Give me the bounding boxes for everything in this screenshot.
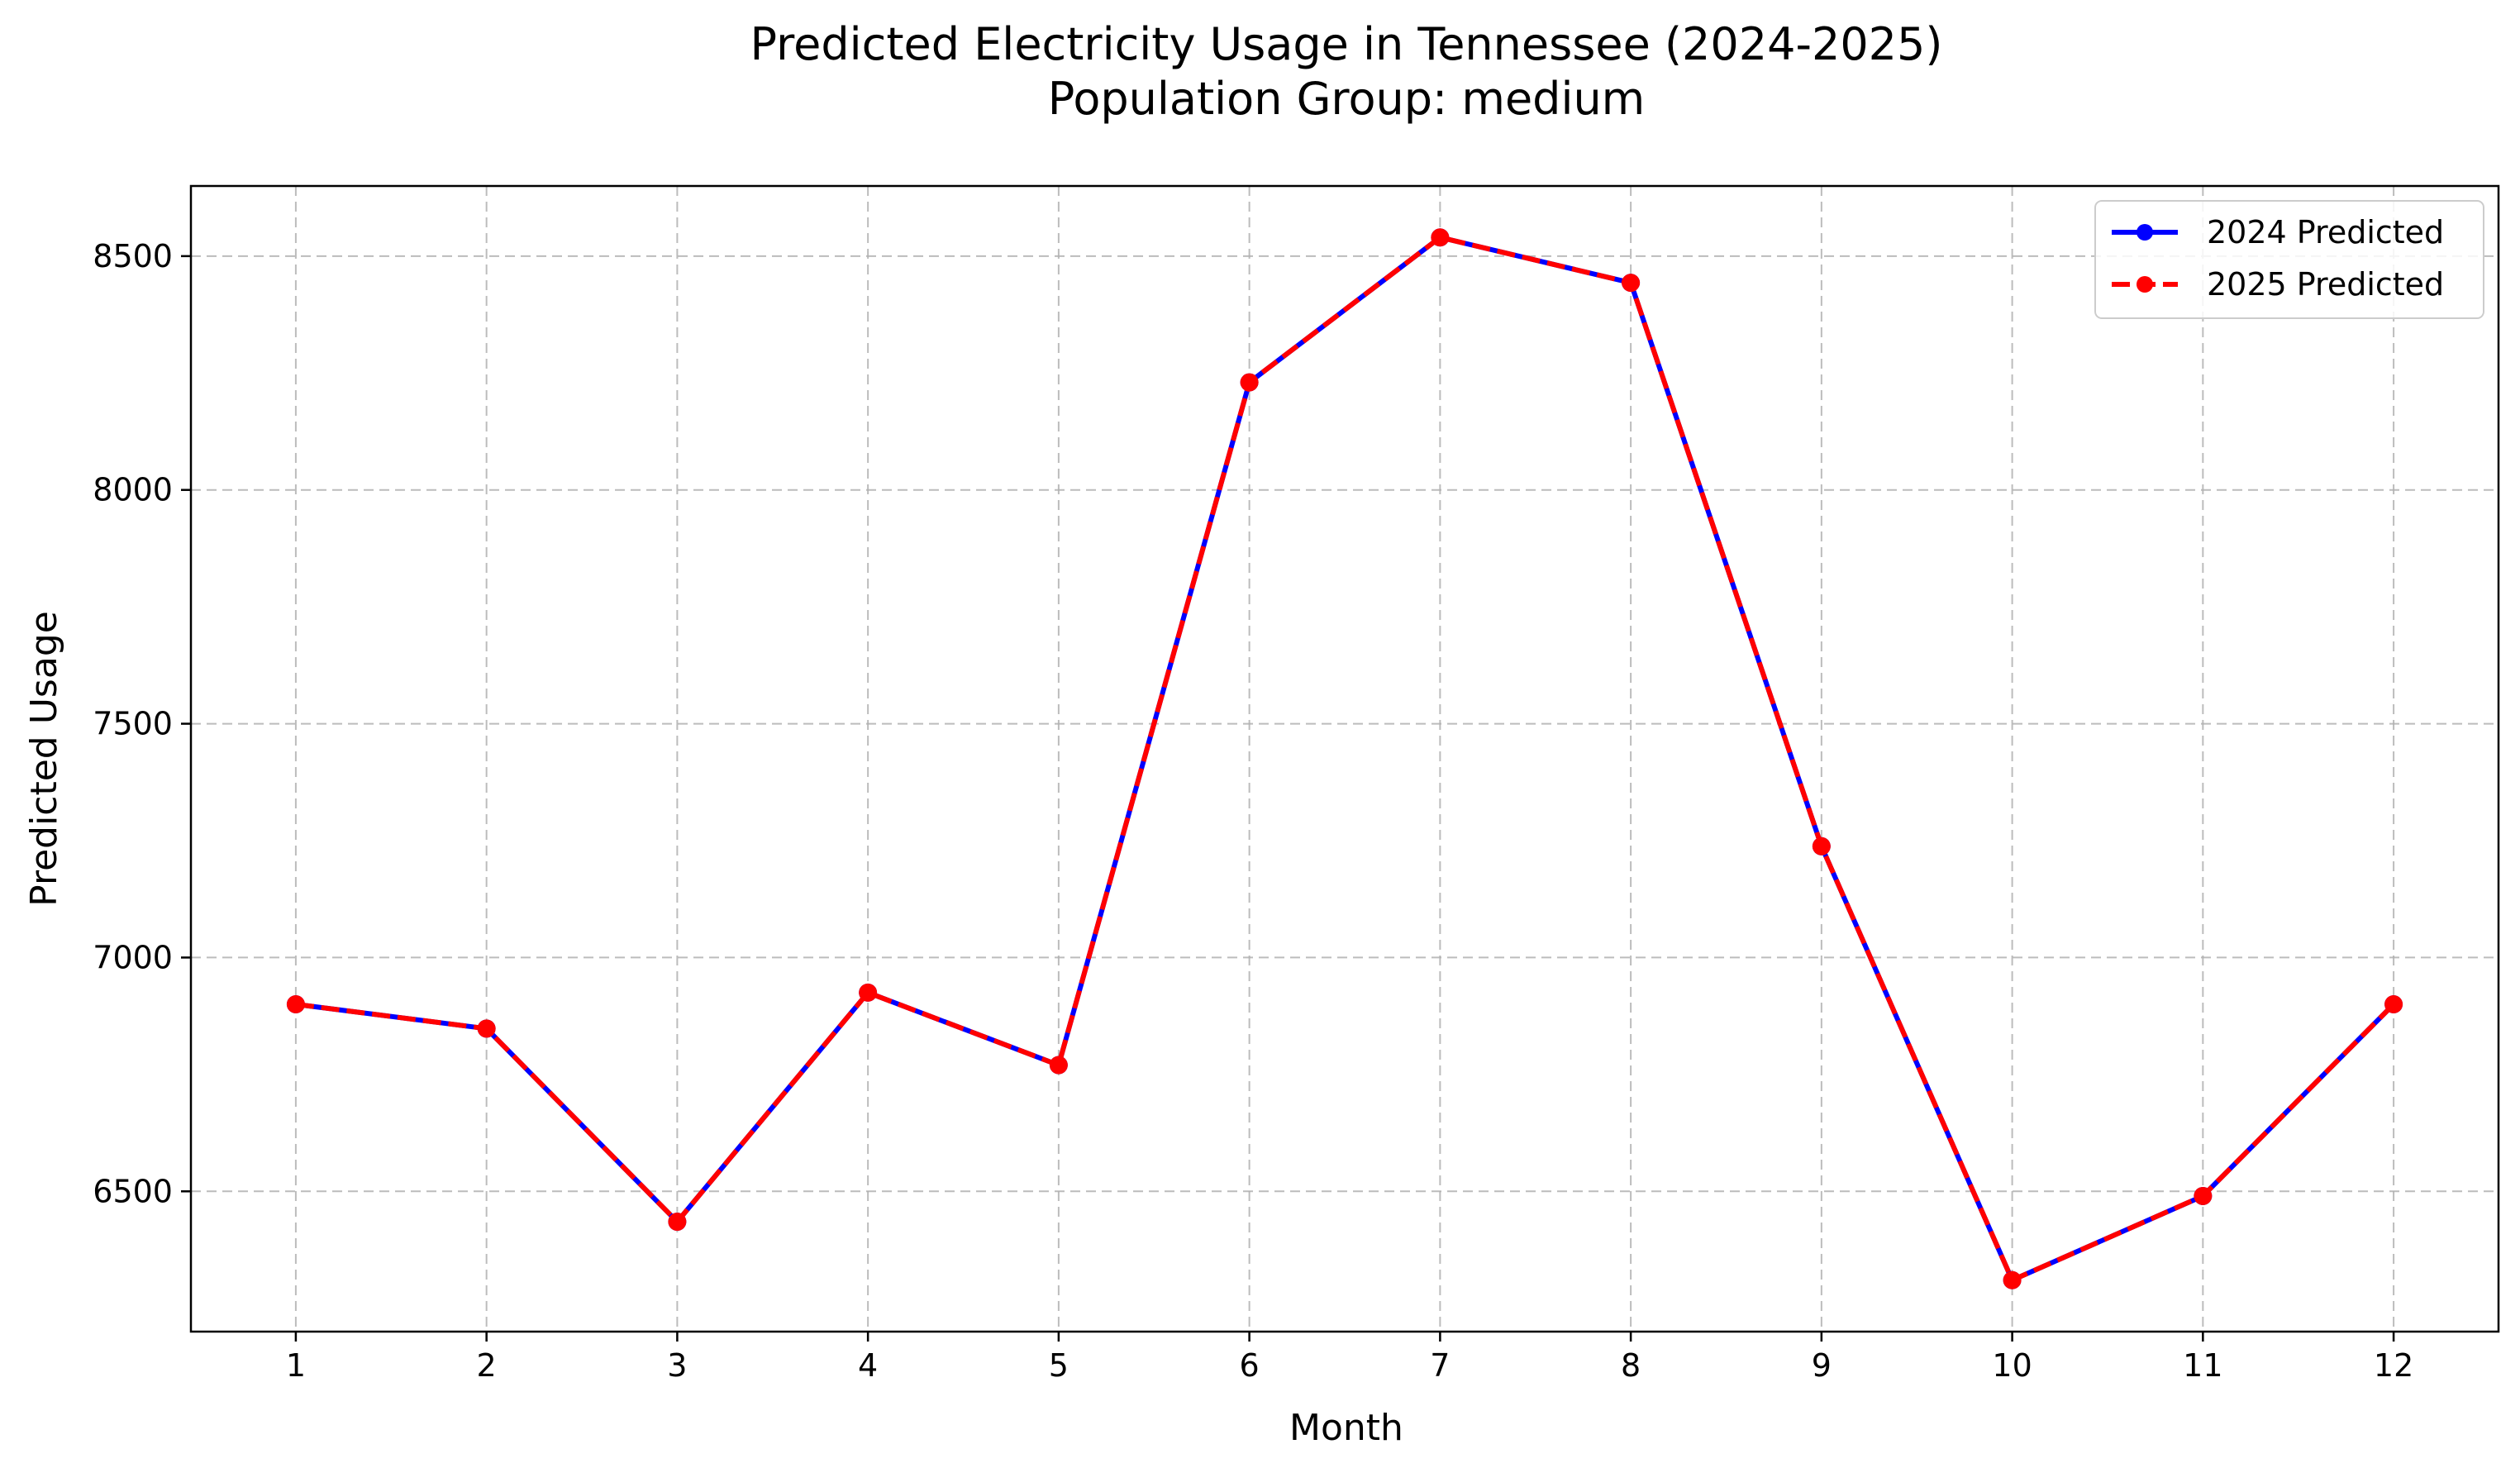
y-axis-label: Predicted Usage [23, 611, 65, 907]
series-layer [286, 228, 2403, 1289]
x-tick-label: 5 [1049, 1347, 1069, 1384]
series-line [295, 235, 2396, 1283]
y-axis-ticks: 6500 7000 7500 8000 8500 [93, 238, 191, 1209]
x-tick-label: 2 [477, 1347, 497, 1384]
x-tick-label: 1 [286, 1347, 306, 1384]
x-tick-label: 6 [1240, 1347, 1260, 1384]
x-tick-label: 8 [1621, 1347, 1641, 1384]
series-2025 [286, 228, 2403, 1289]
x-axis-label: Month [1289, 1407, 1403, 1449]
chart-title: Predicted Electricity Usage in Tennessee… [750, 18, 1943, 70]
y-tick-label: 6500 [93, 1173, 173, 1209]
x-tick-label: 7 [1430, 1347, 1450, 1384]
data-point [1240, 373, 1259, 392]
x-tick-label: 9 [1812, 1347, 1832, 1384]
data-point [1431, 228, 1450, 247]
data-point [286, 995, 305, 1013]
data-point [1049, 1056, 1068, 1075]
y-tick-label: 7000 [93, 939, 173, 975]
x-tick-label: 3 [667, 1347, 687, 1384]
data-point [1812, 836, 1831, 856]
chart-subtitle: Population Group: medium [1048, 73, 1646, 125]
data-point [477, 1019, 496, 1038]
legend-label-2024: 2024 Predicted [2207, 214, 2444, 250]
data-point [668, 1213, 687, 1232]
y-tick-label: 7500 [93, 706, 173, 742]
data-point [859, 983, 878, 1002]
data-point [2003, 1270, 2022, 1289]
y-tick-label: 8000 [93, 472, 173, 508]
x-axis-ticks: 1 2 3 4 5 6 7 8 9 10 11 12 [286, 1332, 2413, 1384]
data-point [2384, 995, 2403, 1013]
legend-swatch-2025-marker [2137, 276, 2153, 293]
legend-swatch-2024-marker [2137, 224, 2153, 241]
legend: 2024 Predicted 2025 Predicted [2094, 200, 2484, 319]
x-tick-label: 12 [2374, 1347, 2413, 1384]
plot-frame [189, 184, 2500, 1333]
data-point [1622, 274, 1641, 293]
x-tick-label: 11 [2183, 1347, 2222, 1384]
data-point [2194, 1186, 2213, 1205]
grid-lines [191, 186, 2499, 1332]
legend-label-2025: 2025 Predicted [2207, 266, 2444, 303]
x-tick-label: 4 [858, 1347, 878, 1384]
y-tick-label: 8500 [93, 238, 173, 274]
legend-box [2094, 200, 2484, 319]
x-tick-label: 10 [1992, 1347, 2032, 1384]
